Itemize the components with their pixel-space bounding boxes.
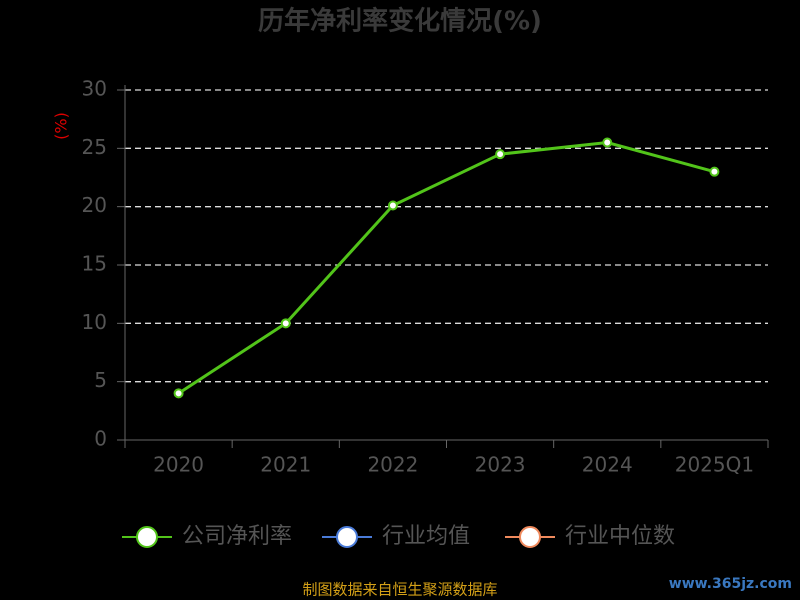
legend-label: 行业均值 (382, 524, 470, 549)
y-tick-label: 25 (82, 135, 107, 159)
x-tick-label: 2021 (260, 453, 311, 477)
chart-title: 历年净利率变化情况(%) (258, 6, 542, 37)
legend-marker (136, 526, 158, 548)
legend-marker (336, 526, 358, 548)
source: 制图数据来自恒生聚源数据库 (302, 581, 497, 599)
x-tick-label: 2025Q1 (675, 453, 754, 477)
watermark: www.365jz.com (669, 576, 792, 592)
y-tick-label: 0 (94, 427, 107, 451)
y-tick-label: 10 (82, 310, 107, 334)
point (709, 166, 720, 177)
y-tick-label: 15 (82, 252, 107, 276)
series-line (177, 140, 715, 395)
point (387, 200, 398, 211)
y-axis-label: (%) (52, 112, 71, 140)
x-tick-label: 2023 (475, 453, 526, 477)
y-tick-label: 30 (82, 77, 107, 101)
y-tick-label: 20 (82, 193, 107, 217)
point (602, 137, 613, 148)
legend-label: 行业中位数 (565, 524, 675, 549)
point (173, 388, 184, 399)
x-tick-label: 2020 (153, 453, 204, 477)
legend-label: 公司净利率 (182, 524, 292, 549)
point (495, 149, 506, 160)
y-tick-label: 5 (94, 368, 107, 392)
x-tick-label: 2024 (582, 453, 633, 477)
x-tick-label: 2022 (367, 453, 418, 477)
legend-marker (519, 526, 541, 548)
point (280, 318, 291, 329)
